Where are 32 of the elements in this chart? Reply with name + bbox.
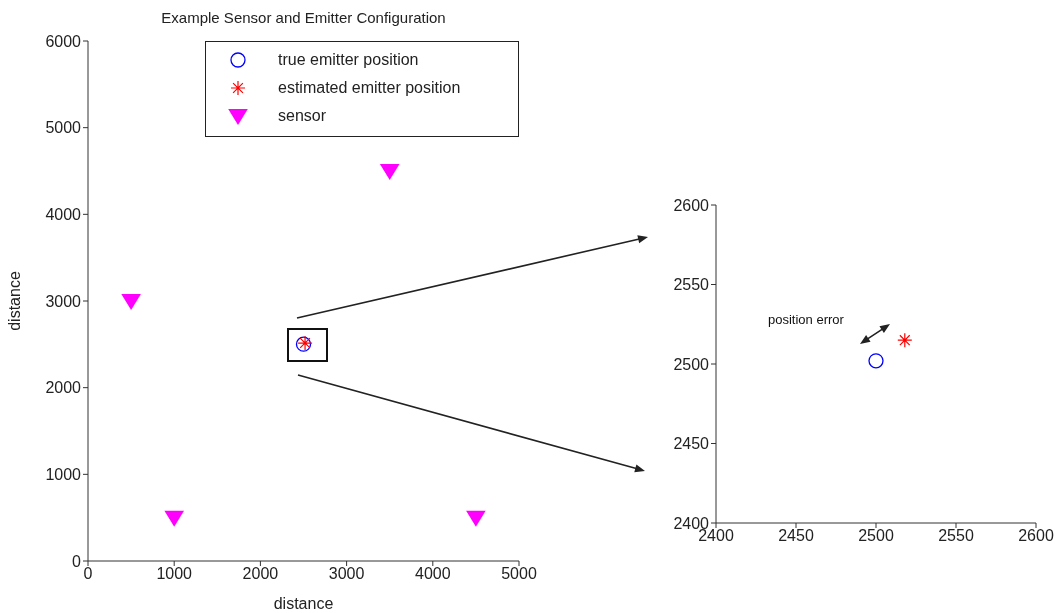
- y-tick-label: 4000: [45, 206, 82, 224]
- y-tick-label: 2000: [45, 379, 82, 397]
- y-tick-label: 2500: [673, 355, 710, 373]
- x-axis-title: distance: [273, 595, 334, 612]
- point: [379, 164, 400, 181]
- y-tick-label: 2550: [673, 276, 710, 294]
- x-tick-label: 2500: [858, 527, 894, 545]
- annotation: position error: [768, 312, 844, 327]
- y-tick-label: 5000: [45, 119, 82, 137]
- point: [466, 510, 486, 527]
- x-tick-label: 2450: [778, 527, 814, 545]
- x-tick-label: 4000: [415, 565, 451, 583]
- chart-title: Example Sensor and Emitter Configuration: [160, 9, 447, 26]
- x-tick-label: 1000: [156, 565, 193, 583]
- x-tick-label: 2550: [938, 527, 974, 545]
- x-tick-label: 2000: [242, 565, 279, 583]
- y-tick-label: 3000: [45, 292, 82, 310]
- point: [164, 510, 184, 527]
- point: [121, 294, 141, 311]
- legend-label: sensor: [278, 107, 327, 125]
- y-tick-label: 0: [72, 552, 82, 570]
- y-axis-title: distance: [5, 271, 23, 331]
- y-tick-label: 2600: [673, 196, 710, 214]
- x-tick-label: 2600: [1018, 527, 1054, 545]
- y-tick-label: 6000: [45, 32, 82, 50]
- x-tick-label: 3000: [328, 565, 365, 583]
- legend-label: estimated emitter position: [278, 79, 461, 97]
- y-tick-label: 2450: [673, 435, 710, 453]
- legend-label: true emitter position: [278, 51, 419, 69]
- x-tick-label: 0: [83, 565, 93, 583]
- x-tick-label: 5000: [501, 565, 537, 583]
- y-tick-label: 1000: [45, 466, 82, 484]
